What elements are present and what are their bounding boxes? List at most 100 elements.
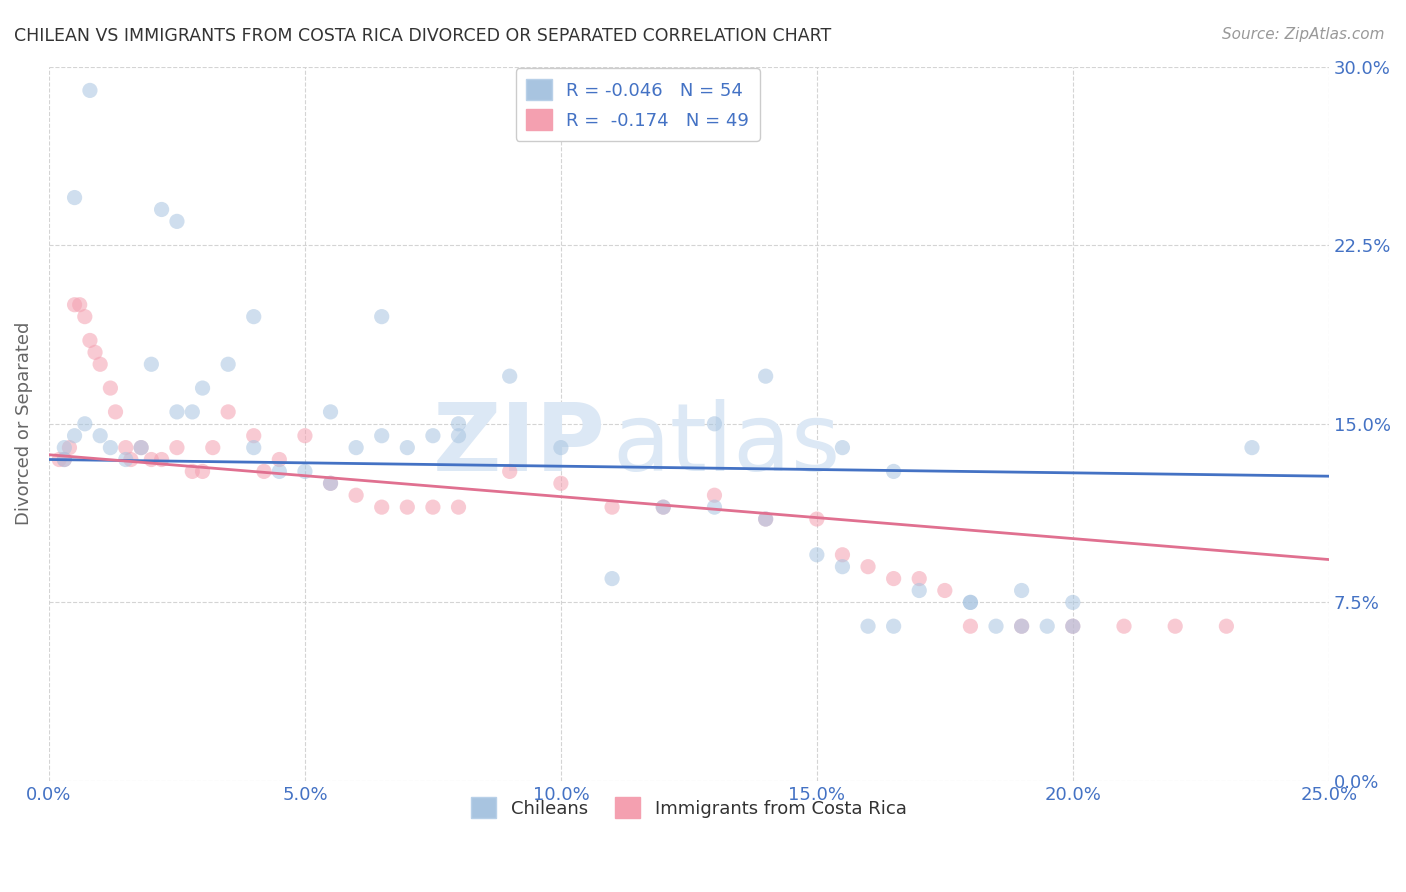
Point <box>53 441 76 455</box>
Point <box>73 310 96 324</box>
Point <box>114 452 136 467</box>
Legend: Chileans, Immigrants from Costa Rica: Chileans, Immigrants from Costa Rica <box>464 790 914 826</box>
Point <box>1062 619 1084 633</box>
Point <box>1062 595 1084 609</box>
Point <box>120 452 142 467</box>
Point <box>1062 619 1084 633</box>
Point <box>53 452 76 467</box>
Point <box>396 441 419 455</box>
Point <box>499 465 522 479</box>
Point <box>100 381 122 395</box>
Point <box>959 595 981 609</box>
Point <box>883 572 905 586</box>
Point <box>370 310 392 324</box>
Point <box>422 500 444 515</box>
Point <box>84 345 107 359</box>
Point <box>447 428 470 442</box>
Point <box>703 488 725 502</box>
Point <box>652 500 675 515</box>
Point <box>129 441 152 455</box>
Point <box>703 500 725 515</box>
Point <box>89 428 111 442</box>
Point <box>191 465 214 479</box>
Point <box>63 298 86 312</box>
Point <box>806 548 828 562</box>
Point <box>1164 619 1187 633</box>
Point <box>269 452 291 467</box>
Point <box>79 334 101 348</box>
Point <box>934 583 956 598</box>
Point <box>1011 619 1033 633</box>
Point <box>166 441 188 455</box>
Point <box>344 488 367 502</box>
Point <box>1011 583 1033 598</box>
Point <box>831 441 853 455</box>
Point <box>600 500 623 515</box>
Point <box>550 476 572 491</box>
Point <box>150 452 173 467</box>
Point <box>294 465 316 479</box>
Point <box>53 452 76 467</box>
Point <box>63 428 86 442</box>
Point <box>1011 619 1033 633</box>
Point <box>755 512 778 526</box>
Point <box>217 405 239 419</box>
Point <box>166 214 188 228</box>
Point <box>550 441 572 455</box>
Point <box>269 465 291 479</box>
Point <box>181 465 204 479</box>
Point <box>114 441 136 455</box>
Y-axis label: Divorced or Separated: Divorced or Separated <box>15 322 32 525</box>
Point <box>141 357 163 371</box>
Point <box>69 298 91 312</box>
Point <box>959 619 981 633</box>
Point <box>319 476 342 491</box>
Point <box>806 512 828 526</box>
Point <box>191 381 214 395</box>
Point <box>1215 619 1237 633</box>
Point <box>166 405 188 419</box>
Point <box>79 83 101 97</box>
Point <box>319 405 342 419</box>
Point <box>499 369 522 384</box>
Point <box>63 190 86 204</box>
Point <box>294 428 316 442</box>
Point <box>242 310 264 324</box>
Point <box>242 428 264 442</box>
Point <box>447 417 470 431</box>
Point <box>217 357 239 371</box>
Point <box>1036 619 1059 633</box>
Point <box>48 452 70 467</box>
Point <box>984 619 1007 633</box>
Point <box>89 357 111 371</box>
Text: Source: ZipAtlas.com: Source: ZipAtlas.com <box>1222 27 1385 42</box>
Point <box>600 572 623 586</box>
Point <box>370 500 392 515</box>
Point <box>831 548 853 562</box>
Point <box>141 452 163 467</box>
Point <box>447 500 470 515</box>
Point <box>396 500 419 515</box>
Point <box>242 441 264 455</box>
Point <box>883 465 905 479</box>
Point <box>1240 441 1263 455</box>
Point <box>344 441 367 455</box>
Point <box>755 512 778 526</box>
Point <box>129 441 152 455</box>
Text: CHILEAN VS IMMIGRANTS FROM COSTA RICA DIVORCED OR SEPARATED CORRELATION CHART: CHILEAN VS IMMIGRANTS FROM COSTA RICA DI… <box>14 27 831 45</box>
Point <box>253 465 276 479</box>
Point <box>370 428 392 442</box>
Point <box>422 428 444 442</box>
Point <box>908 572 931 586</box>
Point <box>883 619 905 633</box>
Point <box>100 441 122 455</box>
Point <box>908 583 931 598</box>
Point <box>856 619 879 633</box>
Point <box>104 405 127 419</box>
Text: atlas: atlas <box>612 400 841 491</box>
Point <box>755 369 778 384</box>
Point <box>73 417 96 431</box>
Point <box>652 500 675 515</box>
Point <box>201 441 224 455</box>
Point <box>181 405 204 419</box>
